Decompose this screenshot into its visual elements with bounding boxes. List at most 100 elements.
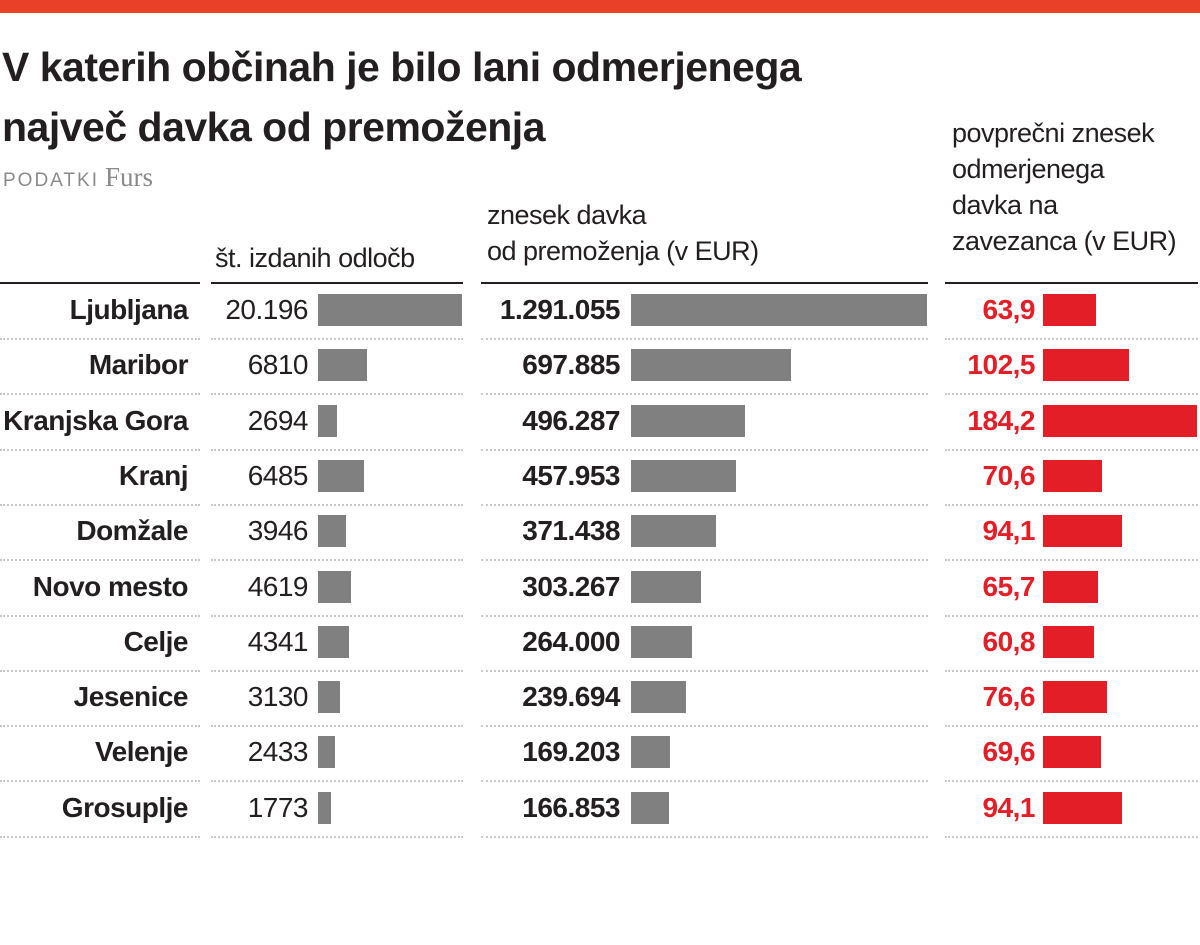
amount-bar — [631, 459, 736, 492]
amount-label: 169.203 — [522, 736, 620, 768]
average-label: 60,8 — [982, 625, 1036, 657]
decisions-label: 4619 — [247, 570, 309, 602]
decisions-bar — [318, 515, 347, 548]
row-separator — [945, 338, 1198, 340]
average-label: 63,9 — [982, 294, 1036, 325]
row-separator — [0, 614, 200, 617]
row-separator — [0, 725, 200, 728]
header-rule — [945, 282, 1198, 284]
row-name: Celje — [123, 625, 189, 657]
decisions-bar — [318, 625, 349, 658]
header-rule — [211, 282, 463, 284]
decisions-bar — [318, 459, 365, 492]
decisions-label: 1773 — [247, 791, 309, 823]
header-line: povprečni znesek — [952, 118, 1155, 148]
row-separator — [945, 503, 1198, 506]
row-separator — [481, 835, 928, 838]
row-separator — [481, 614, 928, 617]
average-label: 184,2 — [967, 404, 1035, 436]
row-separator — [211, 614, 463, 617]
decisions-label: 6485 — [247, 459, 309, 491]
average-bar — [1043, 681, 1108, 714]
source-label: PODATKI — [3, 170, 99, 191]
amount-bar — [631, 294, 927, 326]
decisions-bar — [318, 294, 462, 326]
row-separator — [945, 669, 1198, 672]
amount-label: 457.953 — [522, 459, 620, 491]
row-separator — [0, 669, 200, 672]
row-name: Maribor — [88, 349, 189, 381]
chart-title-line-2: največ davka od premoženja — [2, 104, 546, 150]
amount-label: 371.438 — [522, 515, 620, 547]
row-separator — [945, 393, 1198, 396]
decisions-bar — [318, 404, 338, 437]
row-separator — [481, 503, 928, 506]
header-line: znesek davka — [487, 200, 647, 230]
row-name: Ljubljana — [69, 294, 189, 325]
average-bar — [1043, 294, 1097, 326]
amount-label: 697.885 — [522, 349, 620, 381]
row-name: Kranj — [118, 459, 189, 491]
amount-bar — [631, 791, 670, 824]
chart-title-line-1: V katerih občinah je bilo lani odmerjene… — [2, 44, 802, 90]
row-separator — [211, 780, 463, 783]
row-name: Jesenice — [73, 681, 189, 713]
row-separator — [0, 393, 200, 396]
decisions-bar — [318, 791, 331, 824]
row-separator — [945, 559, 1198, 562]
row-separator — [481, 338, 928, 340]
row-separator — [945, 614, 1198, 617]
row-separator — [211, 559, 463, 562]
decisions-label: 4341 — [247, 625, 309, 657]
row-separator — [0, 559, 200, 562]
average-bar — [1043, 349, 1129, 382]
row-separator — [211, 835, 463, 838]
average-bar — [1043, 791, 1122, 824]
row-separator — [945, 448, 1198, 451]
amount-bar — [631, 681, 686, 714]
row-name: Kranjska Gora — [3, 404, 188, 436]
header-rule — [0, 282, 200, 284]
row-separator — [0, 780, 200, 783]
average-label: 65,7 — [982, 570, 1036, 602]
average-bar — [1043, 570, 1098, 603]
average-label: 76,6 — [982, 681, 1036, 713]
row-separator — [945, 725, 1198, 728]
decisions-label: 2694 — [247, 404, 309, 436]
row-separator — [0, 448, 200, 451]
row-separator — [211, 393, 463, 396]
amount-label: 166.853 — [522, 791, 620, 823]
row-separator — [211, 503, 463, 506]
header-decisions: št. izdanih odločb — [215, 240, 415, 276]
decisions-bar — [318, 681, 341, 714]
row-separator — [945, 835, 1198, 838]
row-separator — [211, 725, 463, 728]
row-separator — [481, 393, 928, 396]
amount-bar — [631, 404, 745, 437]
amount-bar — [631, 625, 692, 658]
amount-label: 264.000 — [522, 625, 620, 657]
header-rule — [481, 282, 928, 284]
row-separator — [481, 780, 928, 783]
amount-bar — [631, 515, 717, 548]
average-bar — [1043, 625, 1094, 658]
row-separator — [0, 503, 200, 506]
header-line: odmerjenega — [952, 154, 1105, 184]
average-label: 70,6 — [982, 459, 1036, 491]
header-amount: znesek davka od premoženja (v EUR) — [487, 197, 759, 269]
amount-bar — [631, 570, 701, 603]
row-separator — [481, 725, 928, 728]
amount-bar — [631, 736, 670, 769]
top-accent-bar — [0, 0, 1200, 13]
row-separator — [211, 448, 463, 451]
decisions-label: 2433 — [247, 736, 309, 768]
row-separator — [0, 338, 200, 340]
row-name: Velenje — [94, 736, 189, 768]
amount-label: 239.694 — [522, 681, 620, 713]
header-line: od premoženja (v EUR) — [487, 236, 759, 266]
row-separator — [945, 780, 1198, 783]
amount-label: 496.287 — [522, 404, 620, 436]
row-separator — [481, 669, 928, 672]
average-bar — [1043, 515, 1122, 548]
source-value: Furs — [105, 162, 154, 192]
